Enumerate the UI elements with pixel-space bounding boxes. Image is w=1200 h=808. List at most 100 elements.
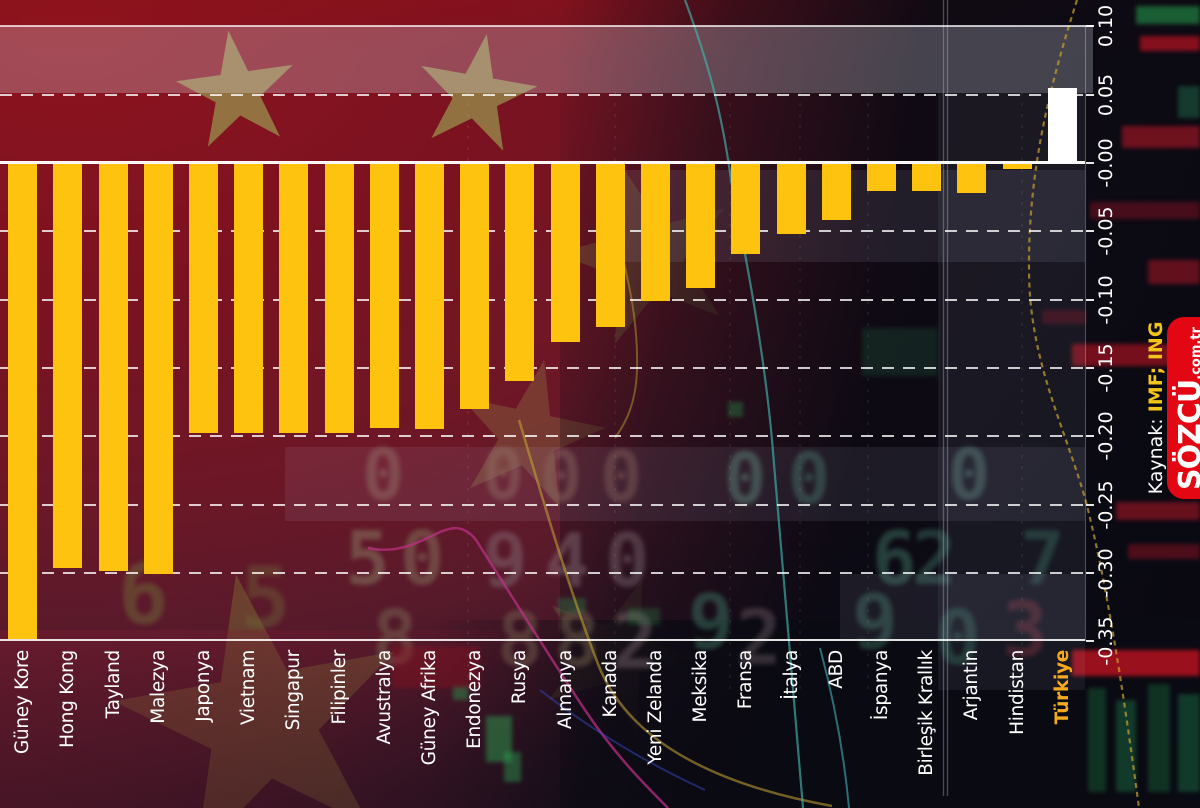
bar-i̇spanya <box>866 164 896 192</box>
bar-vietnam <box>234 164 264 434</box>
candle-bar <box>1148 260 1200 284</box>
candle-bar <box>628 608 660 625</box>
candle-bar <box>392 646 480 688</box>
led-digit: 0 <box>788 438 831 520</box>
bar-kanada <box>595 164 625 327</box>
candle-bar <box>1122 126 1200 148</box>
x-label-text: İtalya <box>780 650 802 700</box>
candle-bar <box>1148 684 1170 792</box>
source-value: IMF; ING <box>1145 321 1167 413</box>
x-label-text: Japonya <box>192 650 214 722</box>
x-label-text: Fransa <box>735 650 757 710</box>
bar-avustralya <box>369 164 399 428</box>
gridline <box>0 435 1085 438</box>
bar-hindistan <box>1002 164 1032 170</box>
x-label-text: Kanada <box>599 650 621 718</box>
led-digit: 2 <box>736 593 782 682</box>
teal-curve-small <box>819 647 850 808</box>
y-tick <box>1086 571 1094 574</box>
y-axis-spine <box>1085 26 1086 641</box>
candle-bar <box>1136 6 1200 24</box>
candle-bar <box>1178 86 1200 118</box>
x-label-text: Almanya <box>554 650 576 730</box>
bar-filipinler <box>324 164 354 434</box>
light-band-b <box>285 447 1085 521</box>
x-label-text: Arjantin <box>961 650 983 721</box>
y-tick-label-text: -0.20 <box>1095 411 1117 461</box>
y-tick <box>1086 230 1094 233</box>
bar-birleşik-krallık <box>912 164 942 192</box>
bar-almanya <box>550 164 580 342</box>
cyan-curve <box>683 0 805 808</box>
y-tick-label-text: -0.15 <box>1095 343 1117 393</box>
source-label: Kaynak: <box>1145 412 1167 495</box>
y-tick <box>1086 25 1094 28</box>
x-label-text: Türkiye <box>1051 650 1073 725</box>
led-digit: 3 <box>1002 585 1048 674</box>
x-label-text: Güney Afrika <box>418 650 440 766</box>
gridline <box>0 366 1085 369</box>
led-digit: 0 <box>600 436 643 518</box>
gridline <box>0 503 1085 506</box>
candle-bar <box>1072 650 1200 676</box>
candle-bar <box>1116 700 1136 792</box>
candle-bar <box>1128 544 1200 559</box>
led-digit: 6 <box>872 516 917 602</box>
star-icon <box>175 30 293 147</box>
candle-bar <box>1088 688 1106 792</box>
y-tick <box>1086 298 1094 301</box>
candle-bar <box>453 686 468 700</box>
bar-arjantin <box>957 164 987 193</box>
y-tick <box>1086 640 1094 643</box>
led-digit: 2 <box>912 516 957 602</box>
vertical-double-line <box>942 0 949 796</box>
bar-rusya <box>505 164 535 382</box>
blue-curve-bottom <box>539 689 706 791</box>
yellow-curve-small <box>614 254 639 439</box>
candle-bar <box>486 716 512 762</box>
led-digit: 0 <box>948 434 991 516</box>
y-tick-label-text: -0.10 <box>1095 275 1117 325</box>
light-band-top <box>0 26 1093 93</box>
led-digit: 0 <box>540 436 583 518</box>
x-label-text: Yeni Zelanda <box>644 650 666 765</box>
candle-bar <box>1042 310 1086 324</box>
light-band-c <box>840 574 1085 639</box>
bar-japonya <box>188 164 218 434</box>
candle-bar <box>1116 502 1200 520</box>
bar-endonezya <box>460 164 490 409</box>
bar-abd <box>821 164 851 220</box>
zero-line <box>0 161 1085 164</box>
x-label-text: Tayland <box>102 650 124 719</box>
led-digit: 0 <box>482 434 525 516</box>
gridline <box>0 298 1085 301</box>
led-digit: 0 <box>935 593 981 682</box>
y-tick <box>1086 503 1094 506</box>
led-digit: 9 <box>852 577 898 666</box>
y-tick-label-text: -0.25 <box>1095 479 1117 530</box>
gridline <box>0 93 1085 96</box>
x-label-text: Vietnam <box>238 650 260 726</box>
x-label-text: Filipinler <box>328 650 350 725</box>
y-tick <box>1086 435 1094 438</box>
star-icon <box>421 33 538 151</box>
candle-bar <box>504 752 521 782</box>
gridline-top <box>0 25 1093 28</box>
led-digit: 7 <box>1020 516 1065 602</box>
candle-bar <box>1140 36 1200 51</box>
sozcu-logo: SÖZCÜ.com.tr <box>1167 317 1200 499</box>
x-label-text: Birleşik Krallık <box>916 650 938 776</box>
bar-fransa <box>731 164 761 255</box>
bar-malezya <box>143 164 173 574</box>
led-digit: 9 <box>688 577 734 666</box>
y-tick-label-text: 0.10 <box>1095 5 1117 48</box>
x-label-text: ABD <box>825 650 847 689</box>
y-tick-label-text: 0.05 <box>1095 73 1117 116</box>
bar-meksika <box>686 164 716 289</box>
led-digit: 8 <box>372 593 418 682</box>
candle-bar <box>1090 202 1200 219</box>
bar-güney-afrika <box>414 164 444 429</box>
bar-singapur <box>279 164 309 434</box>
